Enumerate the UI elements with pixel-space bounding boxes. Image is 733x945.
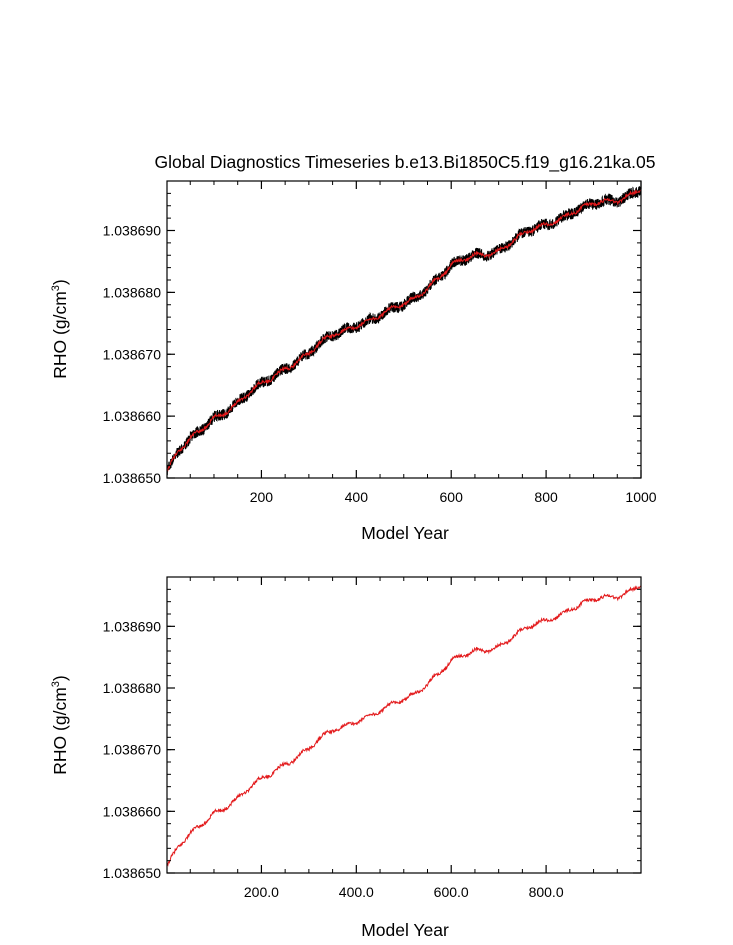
series-line-mean: [166, 189, 642, 472]
bottom-chart-marks: [166, 585, 642, 867]
chart-title: Global Diagnostics Timeseries b.e13.Bi18…: [154, 152, 655, 173]
x-axis-label: Model Year: [361, 523, 449, 543]
x-tick-label: 200.0: [244, 884, 279, 900]
x-tick-label: 400: [345, 489, 369, 505]
y-tick-label: 1.038680: [103, 680, 162, 696]
y-tick-label: 1.038660: [103, 803, 162, 819]
y-tick-label: 1.038680: [103, 284, 162, 300]
y-axis-label-main: RHO (g/cm: [50, 291, 70, 379]
y-tick-label: 1.038670: [103, 346, 162, 362]
y-tick-label: 1.038690: [103, 618, 162, 634]
top-chart-axes: 200 400 600 800 1000 1.038650 1.038660 1.038670…: [103, 180, 657, 505]
x-axis-label: Model Year: [361, 920, 449, 940]
y-axis-label-close: ): [50, 279, 70, 285]
series-line-raw: [166, 186, 642, 477]
y-axis-label-superscript: 3: [50, 681, 62, 687]
y-axis-label-close: ): [50, 675, 70, 681]
plot-frame: [166, 180, 642, 479]
x-tick-label: 1000: [625, 489, 656, 505]
y-tick-label: 1.038650: [103, 470, 162, 486]
x-tick-label: 200: [250, 489, 274, 505]
series-line-mean: [166, 585, 642, 867]
x-tick-label: 800.0: [529, 884, 564, 900]
x-tick-label: 800: [534, 489, 558, 505]
top-chart-marks: [166, 186, 642, 477]
bottom-chart-panel: 200.0 400.0 600.0 800.0 1.038650 1.038660 1.03…: [50, 576, 642, 940]
y-tick-label: 1.038690: [103, 223, 162, 239]
y-tick-label: 1.038650: [103, 865, 162, 881]
y-axis-label: RHO (g/cm3): [50, 675, 70, 774]
plot-frame: [166, 576, 642, 874]
bottom-chart-axes: 200.0 400.0 600.0 800.0 1.038650 1.038660 1.03…: [103, 576, 642, 900]
y-axis-label: RHO (g/cm3): [50, 279, 70, 378]
x-tick-label: 600.0: [434, 884, 469, 900]
y-tick-label: 1.038660: [103, 408, 162, 424]
y-tick-label: 1.038670: [103, 742, 162, 758]
x-tick-label: 400.0: [339, 884, 374, 900]
y-axis-label-superscript: 3: [50, 285, 62, 291]
y-axis-label-main: RHO (g/cm: [50, 687, 70, 775]
x-tick-label: 600: [440, 489, 464, 505]
top-chart-panel: Global Diagnostics Timeseries b.e13.Bi18…: [50, 152, 657, 543]
